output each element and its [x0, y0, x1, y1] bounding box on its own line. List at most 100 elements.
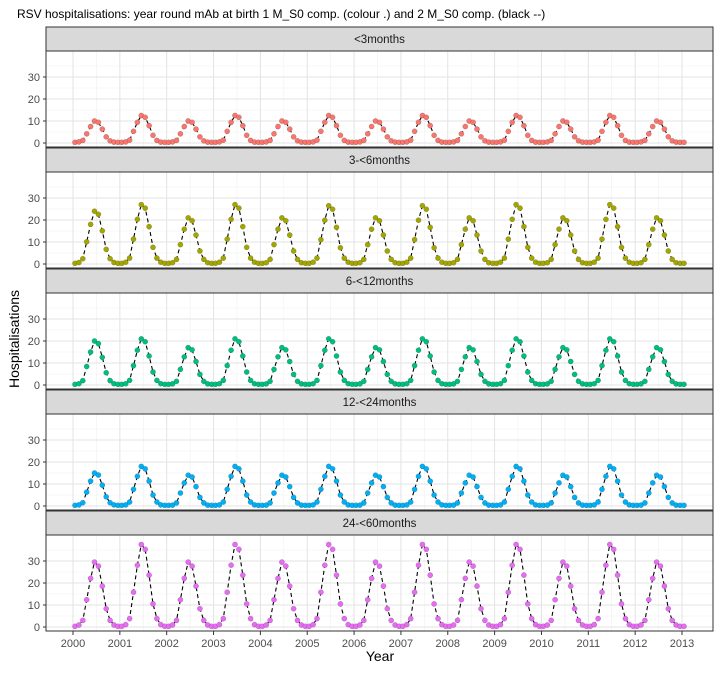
- data-point: [329, 338, 336, 345]
- data-point: [193, 232, 199, 238]
- data-point: [501, 499, 508, 505]
- data-point: [130, 362, 137, 369]
- data-point: [607, 541, 613, 548]
- data-point: [610, 338, 617, 345]
- data-point: [177, 596, 184, 603]
- data-point: [665, 133, 672, 140]
- x-tick-label: 2011: [576, 638, 600, 650]
- data-point: [610, 465, 617, 472]
- data-point: [169, 622, 176, 628]
- y-tick-label: 30: [28, 193, 40, 205]
- data-point: [435, 377, 441, 384]
- panel-strip-label: <3months: [354, 34, 405, 46]
- data-point: [681, 623, 687, 630]
- data-point: [181, 353, 188, 360]
- panel-border: [45, 50, 714, 148]
- data-point: [224, 236, 230, 242]
- y-axis-title: Hospitalisations: [6, 290, 22, 388]
- data-point: [99, 482, 106, 488]
- data-point: [665, 371, 672, 378]
- data-point: [321, 473, 328, 480]
- data-point: [333, 353, 340, 359]
- data-point: [384, 494, 391, 501]
- data-point: [228, 119, 234, 126]
- data-point: [325, 541, 332, 548]
- data-point: [146, 122, 152, 129]
- data-point: [329, 114, 336, 121]
- data-point: [360, 500, 367, 506]
- y-tick-label: 10: [28, 358, 40, 370]
- data-point: [318, 236, 324, 243]
- data-point: [99, 126, 106, 132]
- data-point: [126, 255, 133, 261]
- data-point: [653, 559, 660, 565]
- data-point: [329, 206, 336, 212]
- data-point: [337, 132, 344, 139]
- data-point: [193, 583, 199, 589]
- data-point: [314, 499, 320, 505]
- data-point: [325, 335, 332, 342]
- data-point: [646, 366, 652, 373]
- data-point: [314, 255, 320, 261]
- data-point: [649, 480, 656, 486]
- data-point: [228, 347, 234, 354]
- data-point: [599, 486, 605, 493]
- data-point: [150, 492, 156, 498]
- data-point: [103, 369, 109, 376]
- data-point: [517, 465, 523, 472]
- data-point: [415, 217, 422, 223]
- y-tick-label: 10: [28, 237, 40, 249]
- data-point: [610, 114, 617, 121]
- data-point: [474, 483, 480, 490]
- data-point: [657, 346, 664, 353]
- data-point: [517, 546, 523, 553]
- data-point: [130, 236, 137, 242]
- data-point: [271, 130, 277, 137]
- data-point: [271, 241, 277, 248]
- x-tick-label: 2005: [295, 638, 319, 650]
- data-point: [548, 617, 555, 624]
- panel-strip: [45, 268, 714, 294]
- data-point: [181, 226, 188, 232]
- data-point: [407, 377, 414, 384]
- data-point: [193, 358, 199, 365]
- data-point: [427, 572, 434, 578]
- data-point: [200, 617, 207, 624]
- data-point: [91, 208, 98, 214]
- data-point: [571, 605, 578, 612]
- data-point: [360, 378, 367, 385]
- data-point: [470, 474, 476, 480]
- data-point: [154, 499, 160, 505]
- data-point: [657, 474, 664, 480]
- data-point: [638, 259, 644, 266]
- data-point: [83, 130, 90, 137]
- data-point: [239, 572, 246, 578]
- data-point: [318, 362, 324, 369]
- data-point: [599, 362, 605, 369]
- x-tick-label: 2010: [529, 638, 553, 650]
- data-point: [431, 492, 437, 498]
- y-tick-label: 0: [34, 501, 40, 513]
- panel-4: 12-<24months 0 10 20 30: [28, 389, 714, 513]
- data-point: [462, 575, 469, 582]
- data-point: [243, 244, 250, 251]
- data-point: [454, 617, 461, 624]
- data-point: [380, 232, 387, 238]
- data-point: [318, 128, 324, 135]
- data-point: [544, 381, 551, 387]
- data-point: [294, 378, 301, 385]
- data-point: [134, 347, 141, 354]
- data-point: [482, 256, 488, 263]
- data-point: [138, 541, 145, 548]
- data-point: [681, 502, 687, 509]
- x-tick-label: 2002: [154, 638, 178, 650]
- y-tick-label: 20: [28, 578, 40, 590]
- data-point: [544, 622, 551, 628]
- data-point: [177, 241, 184, 248]
- data-point: [646, 596, 652, 603]
- panel-1: <3months 0 10 20 30: [28, 26, 714, 150]
- data-point: [150, 601, 156, 607]
- data-point: [357, 259, 363, 266]
- data-point: [571, 494, 578, 501]
- data-point: [552, 366, 558, 373]
